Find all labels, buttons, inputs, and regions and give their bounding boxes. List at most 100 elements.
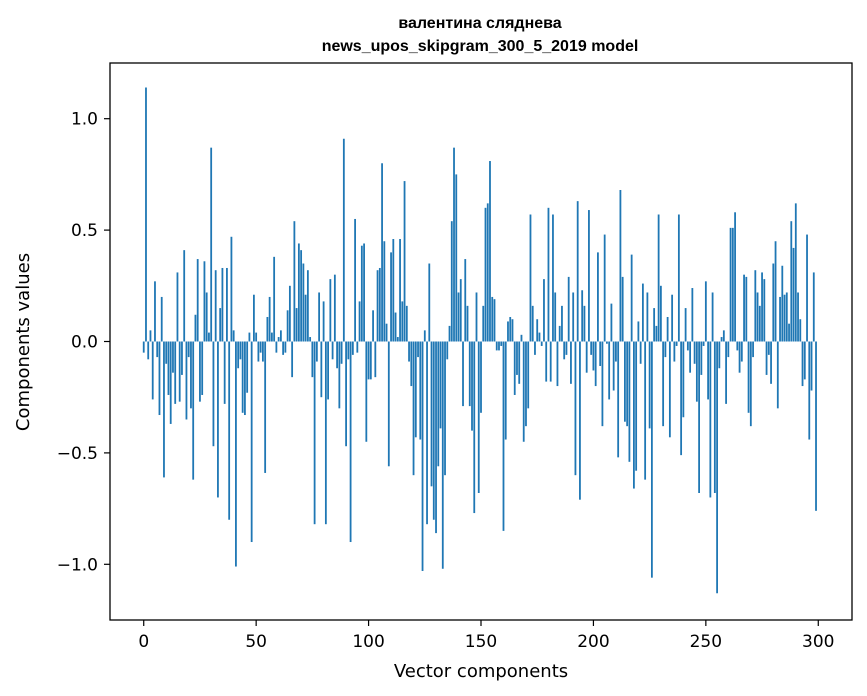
- bar: [430, 341, 433, 487]
- bar: [790, 221, 793, 342]
- y-tick-label: 0.5: [71, 221, 98, 241]
- bar: [639, 341, 642, 364]
- bar: [707, 341, 709, 400]
- bar: [513, 341, 516, 395]
- bar: [808, 341, 811, 440]
- x-axis: 0 50 100 150 200 250 300: [138, 620, 834, 652]
- bar: [794, 203, 797, 342]
- bar: [756, 292, 759, 342]
- bar: [689, 341, 692, 373]
- bar: [641, 283, 644, 342]
- bar: [747, 341, 750, 413]
- bar: [441, 341, 444, 569]
- bar: [324, 341, 327, 525]
- bar: [612, 341, 615, 391]
- bar: [491, 296, 494, 342]
- bar: [633, 341, 635, 489]
- bar: [556, 341, 559, 387]
- bar: [205, 292, 208, 342]
- x-tick-label: 250: [690, 632, 722, 652]
- x-axis-label: Vector components: [394, 661, 568, 682]
- bar: [235, 341, 237, 567]
- bar: [538, 332, 541, 342]
- bar: [500, 341, 503, 346]
- bar: [262, 341, 264, 362]
- bar: [149, 330, 152, 342]
- bar: [147, 341, 150, 360]
- bar: [547, 207, 550, 342]
- bar: [453, 147, 455, 342]
- bar: [803, 341, 806, 380]
- bar: [552, 214, 554, 342]
- bar: [583, 305, 586, 342]
- bar: [511, 319, 514, 342]
- bar: [468, 341, 471, 407]
- bar: [549, 341, 552, 382]
- bar: [749, 341, 752, 427]
- bar: [414, 341, 417, 438]
- bar: [475, 292, 478, 342]
- bar: [423, 330, 426, 342]
- bar: [529, 214, 532, 342]
- bar: [459, 279, 462, 342]
- bar: [448, 325, 451, 342]
- bar: [376, 270, 379, 342]
- bar: [244, 341, 246, 416]
- bar: [765, 341, 768, 375]
- bar: [561, 305, 563, 342]
- bar: [345, 341, 347, 447]
- bar: [788, 323, 790, 342]
- bar: [637, 321, 640, 342]
- bar: [752, 341, 754, 358]
- bar: [435, 341, 437, 534]
- bar: [201, 341, 204, 395]
- bar: [536, 319, 539, 342]
- bar: [738, 341, 741, 373]
- bar: [230, 236, 233, 342]
- bar: [385, 323, 388, 342]
- bar: [570, 341, 572, 384]
- bar: [527, 341, 530, 409]
- bar: [659, 285, 662, 342]
- bar: [653, 308, 656, 342]
- bar: [684, 308, 687, 342]
- bar: [545, 341, 548, 382]
- bar: [421, 341, 424, 571]
- bar: [599, 341, 602, 367]
- bar: [403, 181, 406, 342]
- bar: [693, 341, 696, 364]
- bar: [329, 279, 332, 342]
- bar: [648, 341, 651, 429]
- bar: [626, 341, 629, 427]
- bar: [417, 341, 419, 358]
- bar: [774, 241, 777, 342]
- bar: [797, 292, 799, 342]
- bar: [615, 341, 617, 362]
- bar: [592, 341, 595, 371]
- bar: [160, 296, 163, 342]
- bar: [351, 341, 354, 355]
- bar: [408, 341, 410, 362]
- bar: [608, 341, 611, 400]
- bar: [588, 210, 590, 342]
- bar: [369, 341, 372, 380]
- bar: [156, 341, 159, 358]
- bar: [691, 288, 694, 342]
- bar: [572, 292, 575, 342]
- bar: [698, 341, 700, 493]
- bar: [172, 341, 174, 373]
- bar: [347, 341, 350, 360]
- bar: [758, 305, 761, 342]
- bar: [167, 341, 170, 395]
- bar: [192, 341, 195, 480]
- bar: [779, 296, 781, 342]
- bar: [606, 341, 608, 344]
- bar: [498, 341, 500, 351]
- bar: [486, 203, 489, 342]
- bar: [405, 305, 408, 342]
- bar: [799, 319, 802, 342]
- bar: [668, 341, 671, 438]
- bar: [174, 341, 177, 404]
- bar: [594, 341, 597, 387]
